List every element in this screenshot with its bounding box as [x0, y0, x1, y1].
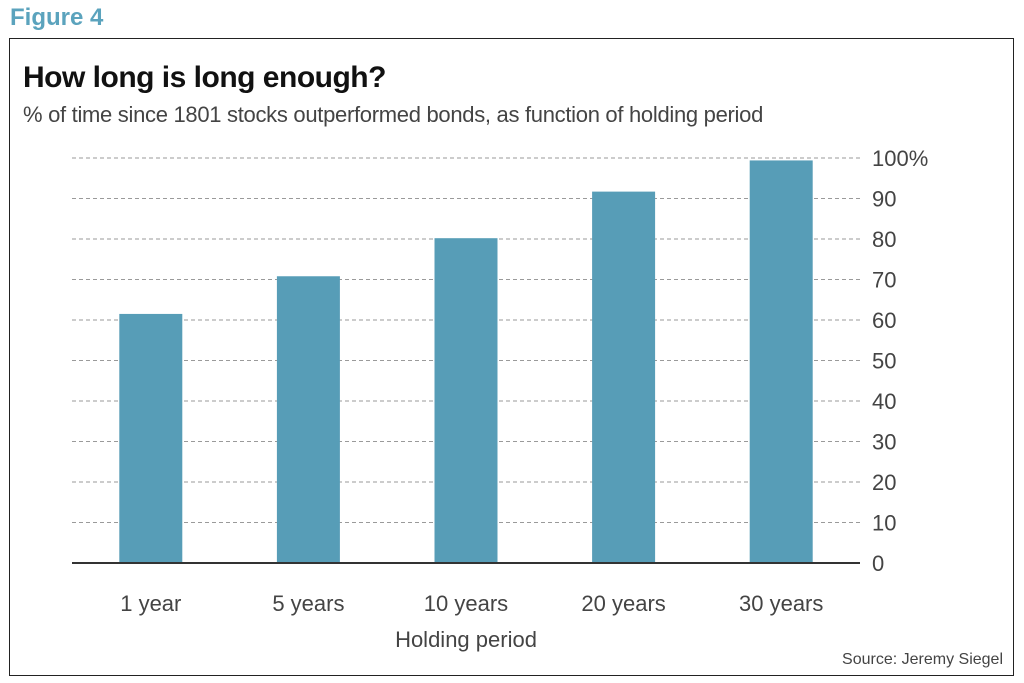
bar-10-years [434, 238, 498, 563]
chart-subtitle: % of time since 1801 stocks outperformed… [23, 102, 764, 127]
y-tick-label: 80 [872, 227, 896, 252]
y-tick-label: 60 [872, 308, 896, 333]
y-tick-label: 20 [872, 470, 896, 495]
y-tick-label: 70 [872, 268, 896, 293]
x-tick-label: 1 year [120, 591, 181, 616]
y-tick-label: 40 [872, 389, 896, 414]
figure-label: Figure 4 [10, 4, 104, 31]
y-tick-label: 0 [872, 551, 884, 576]
y-tick-label: 90 [872, 187, 896, 212]
bars [119, 160, 813, 564]
x-tick-label: 5 years [272, 591, 344, 616]
y-tick-label: 50 [872, 349, 896, 374]
chart-frame: How long is long enough? % of time since… [9, 38, 1014, 676]
y-tick-label: 10 [872, 511, 896, 536]
x-tick-labels: 1 year 5 years 10 years 20 years 30 years [120, 591, 823, 616]
y-tick-label: 30 [872, 430, 896, 455]
y-tick-labels: 0 10 20 30 40 50 60 70 80 90 100% [872, 146, 928, 576]
bar-30-years [749, 160, 813, 563]
x-tick-label: 20 years [581, 591, 665, 616]
bar-1-year [119, 313, 183, 563]
x-tick-label: 30 years [739, 591, 823, 616]
y-tick-label: 100% [872, 146, 928, 171]
chart-title: How long is long enough? [23, 61, 386, 94]
bar-5-years [276, 276, 340, 563]
x-axis-title: Holding period [395, 627, 537, 652]
x-tick-label: 10 years [424, 591, 508, 616]
bar-20-years [592, 191, 656, 564]
source-note: Source: Jeremy Siegel [842, 651, 1003, 668]
